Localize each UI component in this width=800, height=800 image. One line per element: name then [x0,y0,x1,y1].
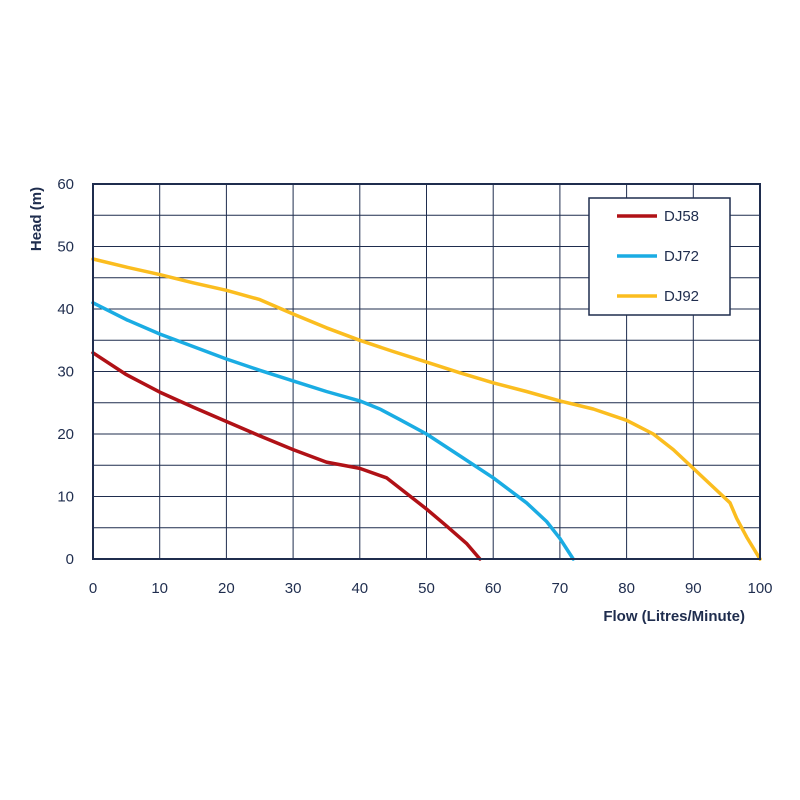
x-tick-label: 0 [89,580,97,597]
y-axis-title: Head (m) [28,187,45,251]
legend-label-dj72: DJ72 [664,248,699,265]
plot-area-frame [92,183,761,560]
legend-label-dj58: DJ58 [664,208,699,225]
x-tick-label: 10 [151,580,168,597]
series-lines [91,257,762,561]
x-axis-title: Flow (Litres/Minute) [603,608,745,625]
x-tick-label: 70 [552,580,569,597]
y-tick-label: 20 [57,426,74,443]
x-tick-label: 20 [218,580,235,597]
y-tick-label: 60 [57,176,74,193]
x-tick-label: 30 [285,580,302,597]
y-tick-label: 30 [57,364,74,381]
legend-label-dj92: DJ92 [664,288,699,305]
y-tick-label: 50 [57,239,74,256]
y-tick-label: 0 [66,551,74,568]
x-tick-label: 40 [351,580,368,597]
legend-box [588,197,731,316]
x-tick-label: 100 [747,580,772,597]
x-tick-label: 90 [685,580,702,597]
y-tick-label: 40 [57,301,74,318]
series-line-dj92 [91,257,762,561]
x-tick-label: 50 [418,580,435,597]
y-tick-label: 10 [57,489,74,506]
series-line-dj58 [91,351,482,561]
x-tick-label: 80 [618,580,635,597]
legend: DJ58 DJ72 DJ92 [588,197,731,316]
series-line-dj72 [91,301,575,561]
x-tick-label: 60 [485,580,502,597]
tick-labels: 0 10 20 30 40 50 60 70 80 90 100 0 10 20 30 40 50 60 [57,176,772,597]
